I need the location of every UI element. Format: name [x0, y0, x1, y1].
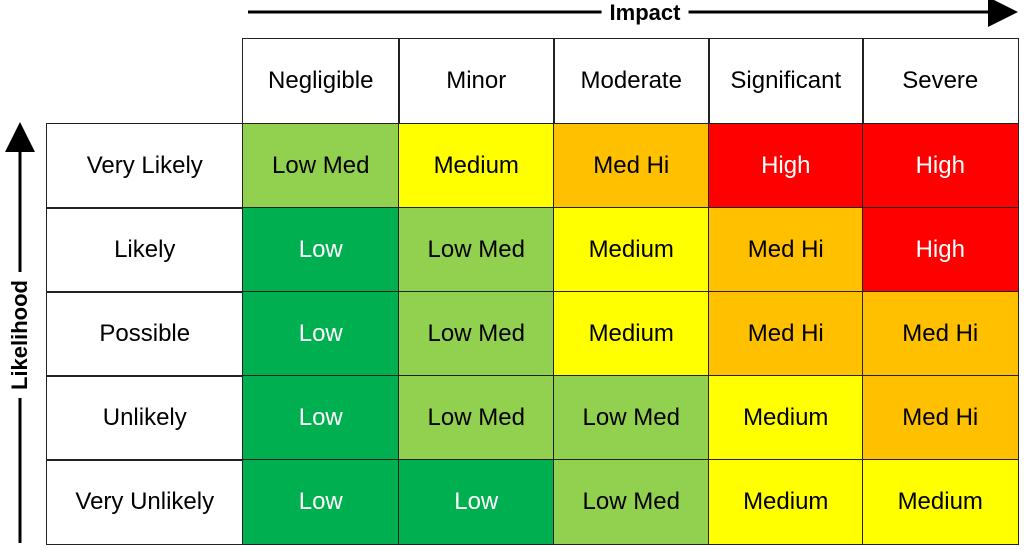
risk-cell: Low: [242, 459, 400, 545]
risk-cell: Med Hi: [708, 291, 864, 377]
likelihood-title: Likelihood: [7, 272, 33, 398]
risk-cell: Low: [398, 459, 555, 545]
risk-cell: Low Med: [398, 207, 555, 293]
risk-cell: Low Med: [398, 375, 555, 461]
risk-cell: High: [862, 207, 1019, 293]
risk-cell: Medium: [708, 459, 864, 545]
column-header: Severe: [862, 38, 1019, 125]
risk-cell: Low: [242, 375, 400, 461]
risk-cell: Medium: [398, 123, 555, 209]
risk-cell: Medium: [862, 459, 1019, 545]
row-header: Possible: [46, 291, 244, 377]
column-header: Moderate: [553, 38, 710, 125]
row-header: Unlikely: [46, 375, 244, 461]
risk-cell: Low: [242, 207, 400, 293]
risk-cell: Med Hi: [553, 123, 710, 209]
risk-cell: High: [708, 123, 864, 209]
risk-cell: Med Hi: [708, 207, 864, 293]
risk-cell: Low Med: [398, 291, 555, 377]
risk-cell: Low Med: [242, 123, 400, 209]
risk-cell: Low: [242, 291, 400, 377]
column-header: Significant: [708, 38, 864, 125]
row-header: Very Unlikely: [46, 459, 244, 545]
risk-cell: High: [862, 123, 1019, 209]
row-header: Likely: [46, 207, 244, 293]
risk-cell: Medium: [553, 207, 710, 293]
column-header: Negligible: [242, 38, 400, 125]
risk-cell: Med Hi: [862, 291, 1019, 377]
risk-cell: Medium: [553, 291, 710, 377]
row-header: Very Likely: [46, 123, 244, 209]
risk-cell: Med Hi: [862, 375, 1019, 461]
risk-cell: Low Med: [553, 375, 710, 461]
risk-cell: Low Med: [553, 459, 710, 545]
column-header: Minor: [398, 38, 555, 125]
impact-title: Impact: [601, 0, 689, 26]
risk-cell: Medium: [708, 375, 864, 461]
